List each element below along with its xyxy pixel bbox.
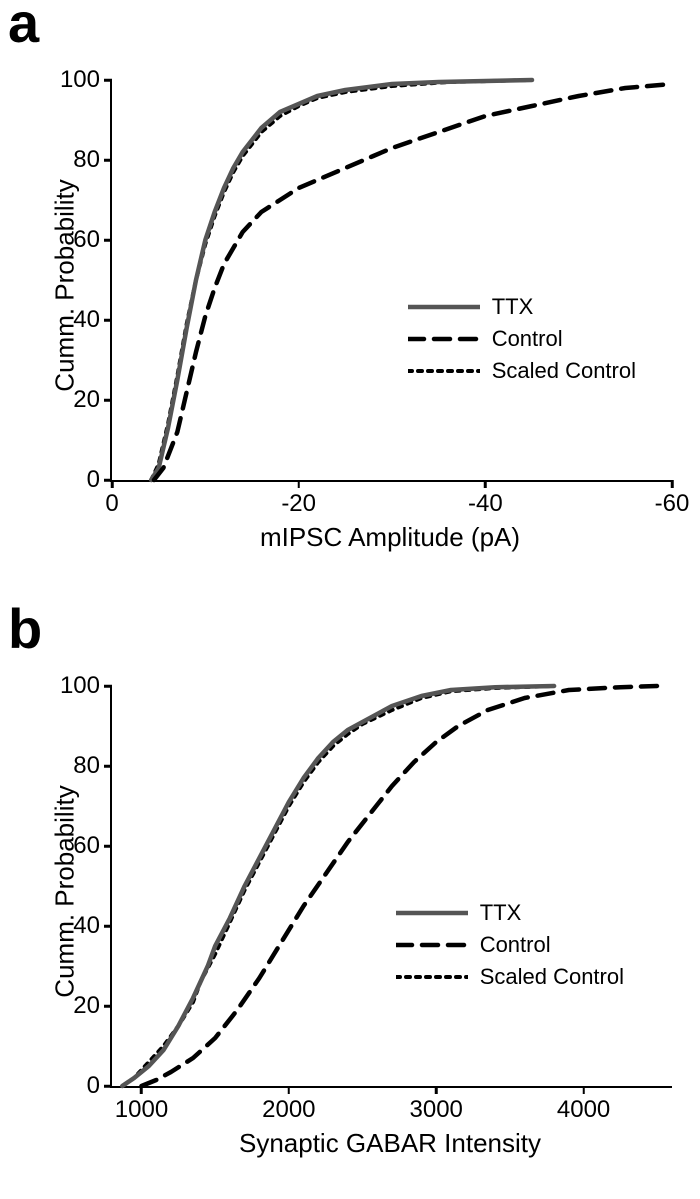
plot-a-xlabel: mIPSC Amplitude (pA) [110,522,670,553]
panel-b-label: b [8,596,42,661]
panel-a-label: a [8,0,39,55]
plot-b-xlabel: Synaptic GABAR Intensity [110,1128,670,1159]
plot-a-curves [112,80,672,480]
legend: TTXControlScaled Control [408,294,636,390]
plot-b: 0204060801001000200030004000TTXControlSc… [110,686,672,1088]
plot-a: 0204060801000-20-40-60TTXControlScaled C… [110,80,672,482]
plot-a-ylabel: Cumm. Probability [50,161,81,411]
figure: a 0204060801000-20-40-60TTXControlScaled… [0,0,700,1199]
plot-b-curves [112,686,672,1086]
plot-b-ylabel: Cumm. Probability [50,767,81,1017]
legend: TTXControlScaled Control [396,900,624,996]
